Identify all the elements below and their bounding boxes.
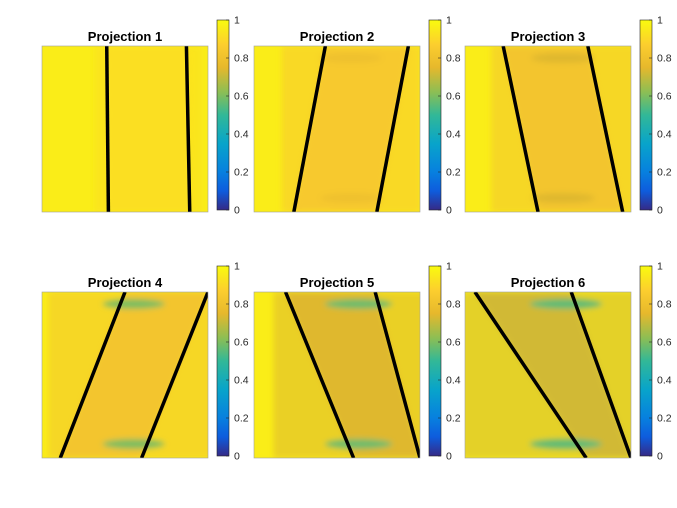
bottom-edge-band [117,193,178,203]
interior-region [293,46,409,212]
interior-region [106,46,190,212]
bottom-edge-band [324,439,393,449]
panel-title: Projection 3 [511,29,585,44]
colorbar-tick-label: 0.4 [446,129,461,141]
colorbar-tick-label: 1 [446,15,452,27]
colorbar-tick-label: 0 [657,451,663,463]
interior-region [285,292,420,458]
colorbar-tick-label: 0.8 [446,53,461,65]
heatmap-area [42,292,208,458]
top-edge-band [117,53,178,63]
top-edge-band [529,299,602,309]
axes-frame [41,45,209,213]
top-edge-band [102,299,165,309]
colorbar-tick-label: 0 [657,205,663,217]
bottom-edge-band [529,439,602,449]
bottom-edge-band [319,193,383,203]
colorbar-tick-label: 0.4 [657,129,672,141]
top-edge-band [319,53,383,63]
axes-frame [253,45,421,213]
colorbar-tick-label: 0.6 [234,337,249,349]
colorbar-tick-label: 0.4 [234,375,249,387]
projection-line-2 [375,46,411,212]
panel-5: Projection 5 0 0.2 0.4 0.6 0.8 1 [253,261,461,463]
projection-line-1 [473,292,588,458]
axes-frame [253,291,421,459]
colorbar-tick-label: 0.8 [446,299,461,311]
colorbar [216,19,230,211]
bottom-edge-band [102,439,165,449]
colorbar [216,265,230,457]
panel-title: Projection 1 [88,29,162,44]
colorbar-tick-label: 1 [446,261,452,273]
colorbar-tick-label: 1 [234,15,240,27]
bottom-edge-band [531,193,595,203]
colorbar [639,19,653,211]
colorbar-tick-label: 1 [657,261,663,273]
projection-line-2 [569,292,631,458]
projection-line-1 [292,46,328,212]
top-edge-band [531,53,595,63]
panel-title: Projection 6 [511,275,585,290]
interior-region [60,292,208,458]
colorbar [639,265,653,457]
colorbar-tick-label: 1 [234,261,240,273]
colorbar [428,265,442,457]
colorbar-tick-label: 0.6 [446,91,461,103]
panel-3: Projection 3 0 0.2 0.4 0.6 0.8 1 [464,15,672,217]
axes-frame [41,291,209,459]
colorbar-tick-label: 0.2 [657,413,672,425]
colorbar-tick-label: 0 [234,205,240,217]
top-edge-band [324,299,393,309]
projection-line-1 [58,292,127,458]
projection-line-2 [373,292,420,458]
colorbar-tick-label: 0.6 [234,91,249,103]
colorbar-tick-label: 0.2 [234,167,249,179]
panel-4: Projection 4 0 0.2 0.4 0.6 0.8 1 [41,261,249,463]
heatmap-area [254,46,420,212]
projection-line-1 [283,292,356,458]
panel-1: Projection 1 0 0.2 0.4 0.6 0.8 1 [41,15,249,217]
colorbar-tick-label: 0.2 [446,413,461,425]
colorbar-tick-label: 0.8 [234,53,249,65]
panel-title: Projection 5 [300,275,374,290]
colorbar [428,19,442,211]
panel-title: Projection 2 [300,29,374,44]
colorbar-tick-label: 0.6 [657,91,672,103]
colorbar-tick-label: 0.4 [446,375,461,387]
panel-2: Projection 2 0 0.2 0.4 0.6 0.8 1 [253,15,461,217]
colorbar-tick-label: 0.4 [234,129,249,141]
projection-line-1 [104,46,111,212]
axes-frame [464,45,632,213]
heatmap-area [465,46,631,212]
interior-region [503,46,623,212]
axes-frame [464,291,632,459]
colorbar-tick-label: 0.2 [446,167,461,179]
colorbar-tick-label: 1 [657,15,663,27]
projection-line-2 [139,292,208,458]
heatmap-area [42,46,208,212]
panel-6: Projection 6 0 0.2 0.4 0.6 0.8 1 [464,261,672,463]
projection-line-1 [501,46,540,212]
interior-region [474,292,631,458]
colorbar-tick-label: 0.6 [657,337,672,349]
colorbar-tick-label: 0.6 [446,337,461,349]
colorbar-tick-label: 0.2 [234,413,249,425]
colorbar-tick-label: 0.2 [657,167,672,179]
colorbar-tick-label: 0 [446,205,452,217]
panel-title: Projection 4 [88,275,163,290]
heatmap-area [254,292,420,458]
colorbar-tick-label: 0.8 [234,299,249,311]
projection-line-2 [184,46,192,212]
colorbar-tick-label: 0.8 [657,53,672,65]
colorbar-tick-label: 0.8 [657,299,672,311]
colorbar-tick-label: 0 [234,451,240,463]
heatmap-area [465,292,631,458]
projection-line-2 [586,46,625,212]
colorbar-tick-label: 0.4 [657,375,672,387]
colorbar-tick-label: 0 [446,451,452,463]
